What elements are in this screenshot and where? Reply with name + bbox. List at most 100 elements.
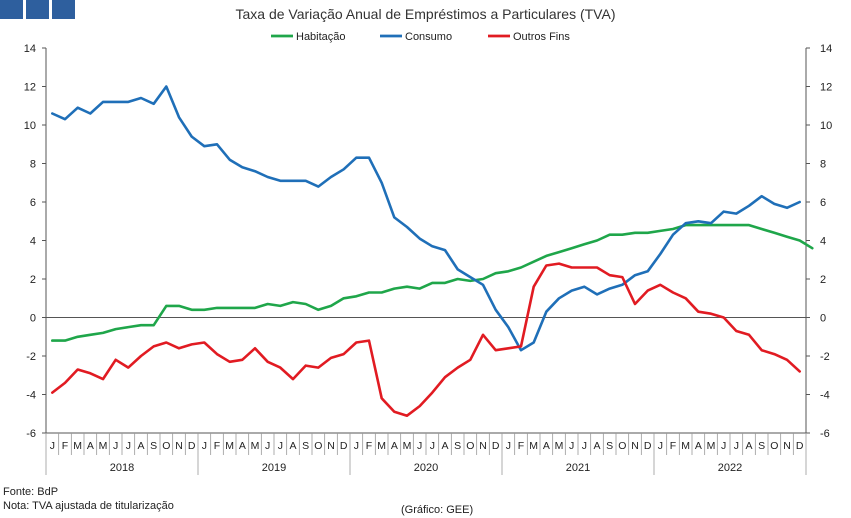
x-tick-label: J bbox=[354, 440, 359, 452]
x-tick-label: M bbox=[403, 440, 412, 452]
x-tick-label: J bbox=[417, 440, 422, 452]
x-tick-label: J bbox=[126, 440, 131, 452]
x-tick-label: M bbox=[555, 440, 564, 452]
x-tick-label: M bbox=[707, 440, 716, 452]
y-tick-label-right: 2 bbox=[820, 274, 826, 286]
y-tick-label-right: -2 bbox=[820, 351, 830, 363]
x-tick-label: D bbox=[340, 440, 348, 452]
x-year-label: 2021 bbox=[566, 462, 590, 474]
y-tick-label-left: -6 bbox=[26, 428, 36, 440]
x-tick-label: O bbox=[618, 440, 626, 452]
y-tick-label-left: -4 bbox=[26, 390, 36, 402]
x-tick-label: F bbox=[670, 440, 676, 452]
x-year-label: 2020 bbox=[414, 462, 438, 474]
x-tick-label: S bbox=[606, 440, 613, 452]
x-tick-label: D bbox=[796, 440, 804, 452]
x-tick-label: A bbox=[289, 440, 296, 452]
y-tick-label-left: 10 bbox=[24, 120, 36, 132]
x-tick-label: N bbox=[479, 440, 487, 452]
x-tick-label: J bbox=[506, 440, 511, 452]
y-tick-label-right: 14 bbox=[820, 43, 832, 55]
x-tick-label: F bbox=[366, 440, 372, 452]
x-tick-label: S bbox=[150, 440, 157, 452]
x-tick-label: D bbox=[188, 440, 196, 452]
x-tick-label: D bbox=[644, 440, 652, 452]
y-tick-label-right: 4 bbox=[820, 236, 826, 248]
x-tick-label: J bbox=[734, 440, 739, 452]
x-tick-label: F bbox=[518, 440, 524, 452]
x-tick-label: M bbox=[99, 440, 108, 452]
x-tick-label: M bbox=[529, 440, 538, 452]
y-tick-label-right: 8 bbox=[820, 159, 826, 171]
legend-label: Outros Fins bbox=[513, 31, 570, 43]
y-tick-label-right: 6 bbox=[820, 197, 826, 209]
x-tick-label: J bbox=[50, 440, 55, 452]
x-tick-label: A bbox=[239, 440, 246, 452]
x-tick-label: J bbox=[278, 440, 283, 452]
x-tick-label: A bbox=[137, 440, 144, 452]
series-line-consumo bbox=[50, 85, 802, 352]
y-tick-label-left: 0 bbox=[30, 313, 36, 325]
y-tick-label-left: 4 bbox=[30, 236, 36, 248]
y-tick-label-left: 2 bbox=[30, 274, 36, 286]
y-tick-label-left: 6 bbox=[30, 197, 36, 209]
x-tick-label: D bbox=[492, 440, 500, 452]
y-tick-label-right: 12 bbox=[820, 82, 832, 94]
brand-logo bbox=[0, 0, 75, 19]
x-tick-label: J bbox=[582, 440, 587, 452]
y-tick-label-left: 8 bbox=[30, 159, 36, 171]
x-tick-label: A bbox=[441, 440, 448, 452]
x-year-label: 2018 bbox=[110, 462, 134, 474]
series-line-habitacao bbox=[50, 223, 814, 342]
logo-block-1 bbox=[0, 0, 23, 19]
x-tick-label: J bbox=[569, 440, 574, 452]
chart-title: Taxa de Variação Anual de Empréstimos a … bbox=[235, 6, 616, 22]
x-tick-label: A bbox=[87, 440, 94, 452]
legend-label: Consumo bbox=[405, 31, 452, 43]
x-tick-label: F bbox=[214, 440, 220, 452]
x-tick-label: J bbox=[721, 440, 726, 452]
x-tick-label: A bbox=[593, 440, 600, 452]
x-tick-label: J bbox=[430, 440, 435, 452]
y-tick-label-right: 0 bbox=[820, 313, 826, 325]
logo-block-2 bbox=[26, 0, 49, 19]
x-tick-label: J bbox=[265, 440, 270, 452]
x-year-label: 2022 bbox=[718, 462, 742, 474]
x-tick-label: S bbox=[302, 440, 309, 452]
x-tick-label: J bbox=[202, 440, 207, 452]
x-tick-label: A bbox=[695, 440, 702, 452]
x-tick-label: N bbox=[175, 440, 183, 452]
x-tick-label: O bbox=[770, 440, 778, 452]
x-tick-label: M bbox=[251, 440, 260, 452]
x-tick-label: J bbox=[658, 440, 663, 452]
x-tick-label: O bbox=[162, 440, 170, 452]
y-tick-label-left: 12 bbox=[24, 82, 36, 94]
x-tick-label: M bbox=[225, 440, 234, 452]
x-tick-label: N bbox=[631, 440, 639, 452]
x-tick-label: N bbox=[327, 440, 335, 452]
chart-credit: (Gráfico: GEE) bbox=[401, 504, 474, 516]
x-tick-label: M bbox=[377, 440, 386, 452]
series-line-outros-fins bbox=[50, 262, 802, 418]
y-tick-label-right: -4 bbox=[820, 390, 830, 402]
x-tick-label: O bbox=[314, 440, 322, 452]
x-tick-label: N bbox=[783, 440, 791, 452]
y-tick-label-right: -6 bbox=[820, 428, 830, 440]
x-tick-label: M bbox=[681, 440, 690, 452]
x-tick-label: A bbox=[543, 440, 550, 452]
x-tick-label: O bbox=[466, 440, 474, 452]
y-tick-label-right: 10 bbox=[820, 120, 832, 132]
y-tick-label-left: 14 bbox=[24, 43, 36, 55]
source-note: Fonte: BdP bbox=[3, 486, 59, 498]
legend-label: Habitação bbox=[296, 31, 346, 43]
x-tick-label: A bbox=[391, 440, 398, 452]
x-tick-label: F bbox=[62, 440, 68, 452]
x-tick-label: M bbox=[73, 440, 82, 452]
x-tick-label: J bbox=[113, 440, 118, 452]
x-tick-label: S bbox=[454, 440, 461, 452]
footnote: Nota: TVA ajustada de titularização bbox=[3, 500, 174, 512]
x-tick-label: A bbox=[745, 440, 752, 452]
x-year-label: 2019 bbox=[262, 462, 286, 474]
x-tick-label: S bbox=[758, 440, 765, 452]
